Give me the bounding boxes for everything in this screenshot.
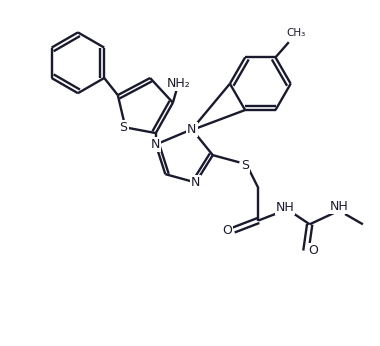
Text: N: N (151, 138, 160, 151)
Text: S: S (241, 159, 249, 172)
Text: N: N (191, 176, 200, 189)
Text: CH₃: CH₃ (287, 28, 306, 38)
Text: O: O (308, 244, 318, 257)
Text: N: N (187, 123, 196, 136)
Text: NH: NH (330, 200, 349, 213)
Text: S: S (119, 121, 128, 134)
Text: NH: NH (276, 201, 294, 215)
Text: O: O (222, 224, 232, 237)
Text: NH₂: NH₂ (167, 77, 190, 90)
